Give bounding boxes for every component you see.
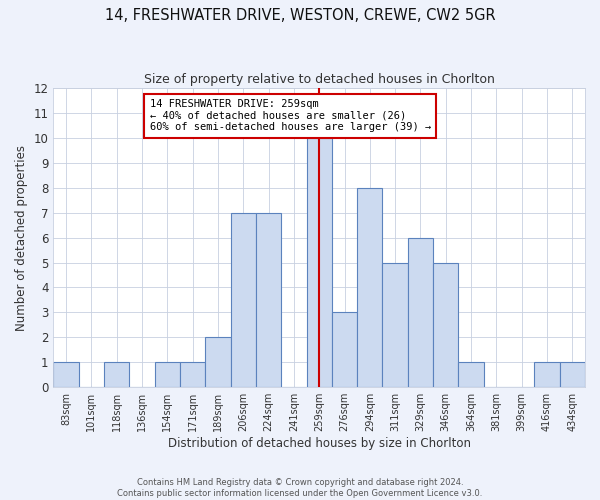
Bar (332, 312, 357, 387)
X-axis label: Distribution of detached houses by size in Chorlton: Distribution of detached houses by size … (168, 437, 471, 450)
Bar (307, 138, 332, 387)
Bar (560, 362, 585, 387)
Bar (180, 362, 205, 387)
Bar (256, 212, 281, 387)
Bar (433, 262, 458, 387)
Bar (53, 362, 79, 387)
Bar (205, 338, 230, 387)
Bar (230, 212, 256, 387)
Text: 14, FRESHWATER DRIVE, WESTON, CREWE, CW2 5GR: 14, FRESHWATER DRIVE, WESTON, CREWE, CW2… (104, 8, 496, 22)
Bar (155, 362, 180, 387)
Bar (408, 238, 433, 387)
Text: 14 FRESHWATER DRIVE: 259sqm
← 40% of detached houses are smaller (26)
60% of sem: 14 FRESHWATER DRIVE: 259sqm ← 40% of det… (149, 100, 431, 132)
Bar (104, 362, 130, 387)
Text: Contains HM Land Registry data © Crown copyright and database right 2024.
Contai: Contains HM Land Registry data © Crown c… (118, 478, 482, 498)
Bar (382, 262, 408, 387)
Bar (357, 188, 382, 387)
Bar (458, 362, 484, 387)
Title: Size of property relative to detached houses in Chorlton: Size of property relative to detached ho… (144, 72, 494, 86)
Y-axis label: Number of detached properties: Number of detached properties (15, 144, 28, 330)
Bar (535, 362, 560, 387)
